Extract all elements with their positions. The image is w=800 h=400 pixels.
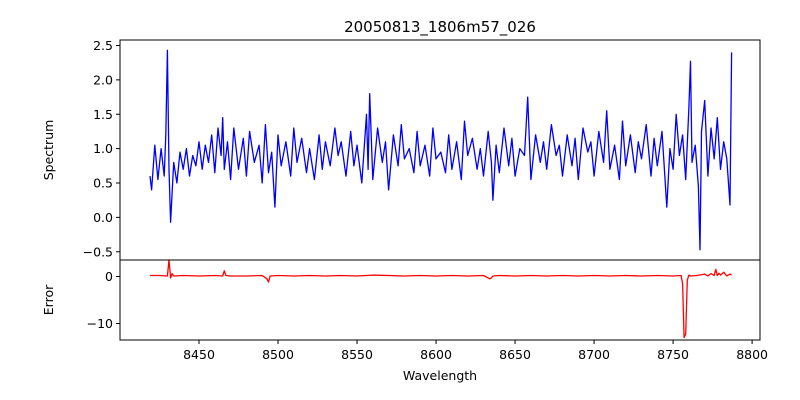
error-x-tick-label: 8550 <box>341 347 373 362</box>
spectrum-y-tick-label: 0.0 <box>93 210 113 225</box>
y-ticks-error: 0 −10 <box>87 269 120 331</box>
error-x-tick-label: 8500 <box>262 347 294 362</box>
spectrum-y-tick-label: 2.0 <box>93 72 113 87</box>
error-x-tick-label: 8800 <box>736 347 768 362</box>
y-ticks-spectrum: −0.5 0.0 0.5 1.0 1.5 2.0 2.5 <box>83 38 120 259</box>
error-panel: Error Wavelength 0 −10 8450 8500 8550 8600 86… <box>41 259 768 383</box>
error-x-tick-label: 8700 <box>578 347 610 362</box>
y-axis-label-error: Error <box>41 284 56 315</box>
error-x-tick-label: 8650 <box>499 347 531 362</box>
error-series <box>150 259 732 339</box>
spectrum-line-0 <box>149 49 733 251</box>
error-axes-frame <box>119 259 761 341</box>
spectrum-panel: 20050813_1806m57_026 Spectrum −0.5 0.0 0.5… <box>41 18 761 261</box>
spectrum-y-tick-label: 1.0 <box>93 141 113 156</box>
error-y-tick-label: −10 <box>87 316 113 331</box>
spectrum-y-tick-label: 2.5 <box>93 38 113 53</box>
error-x-tick-label: 8600 <box>420 347 452 362</box>
y-axis-label-spectrum: Spectrum <box>41 120 56 181</box>
error-y-tick-label: 0 <box>105 269 113 284</box>
error-line-0 <box>150 259 732 339</box>
x-ticks-error: 8450 8500 8550 8600 8650 8700 8750 8800 <box>183 340 768 362</box>
spectrum-y-tick-label: −0.5 <box>83 244 113 259</box>
chart-title: 20050813_1806m57_026 <box>344 18 536 37</box>
spectrum-y-tick-label: 0.5 <box>93 176 113 191</box>
x-axis-label: Wavelength <box>403 368 477 383</box>
spectrum-y-tick-label: 1.5 <box>93 107 113 122</box>
spectrum-series <box>149 49 733 251</box>
error-x-tick-label: 8750 <box>657 347 689 362</box>
error-x-tick-label: 8450 <box>183 347 215 362</box>
